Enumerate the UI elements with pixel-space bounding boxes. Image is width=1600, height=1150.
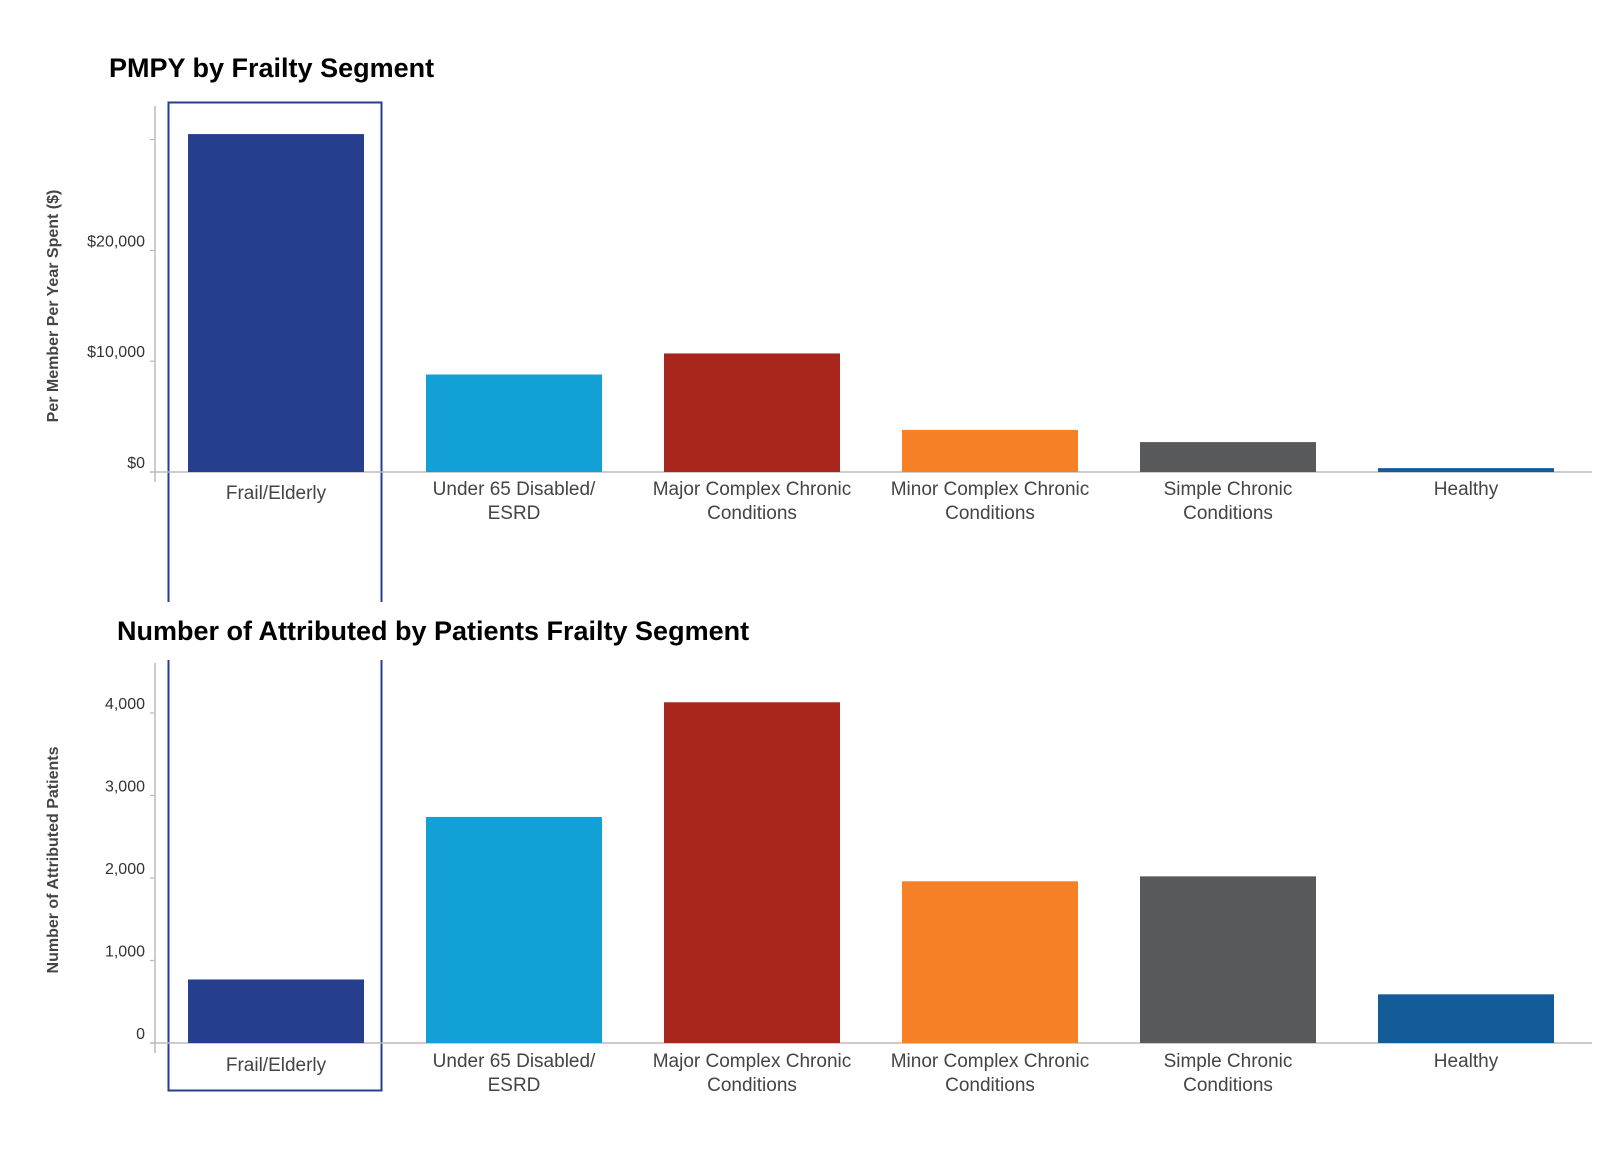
x-category-label: Major Complex Chronic Conditions bbox=[653, 479, 852, 524]
chart-title: PMPY by Frailty Segment bbox=[109, 53, 434, 83]
x-category-label: Under 65 Disabled/ESRD bbox=[433, 479, 596, 524]
bar-frail[interactable] bbox=[188, 134, 364, 473]
y-tick-label: 2,000 bbox=[105, 861, 145, 878]
chart-title: Number of Attributed by Patients Frailty… bbox=[117, 616, 749, 646]
y-tick-label: 1,000 bbox=[105, 944, 145, 961]
x-category-label: Minor Complex Chronic Conditions bbox=[891, 479, 1090, 524]
x-category-label: Healthy bbox=[1434, 479, 1499, 500]
y-tick-label: $20,000 bbox=[87, 233, 145, 250]
bar-minor[interactable] bbox=[902, 429, 1078, 472]
bar-major[interactable] bbox=[664, 702, 840, 1043]
pmpy-chart: PMPY by Frailty Segment Per Member Per Y… bbox=[45, 53, 1592, 524]
y-axis-label: Per Member Per Year Spent ($) bbox=[45, 190, 62, 423]
y-axis-label: Number of Attributed Patients bbox=[45, 746, 62, 973]
bar-healthy[interactable] bbox=[1378, 994, 1554, 1043]
bar-minor[interactable] bbox=[902, 881, 1078, 1043]
x-category-label: Simple Chronic Conditions bbox=[1164, 1051, 1293, 1096]
selected-category-highlight[interactable] bbox=[167, 101, 383, 1092]
x-category-label: Under 65 Disabled/ESRD bbox=[433, 1051, 596, 1096]
bar-under65[interactable] bbox=[426, 816, 602, 1043]
y-tick-label: 3,000 bbox=[105, 779, 145, 796]
bar-healthy[interactable] bbox=[1378, 468, 1554, 472]
bar-simple[interactable] bbox=[1140, 876, 1316, 1043]
x-category-label: Minor Complex Chronic Conditions bbox=[891, 1051, 1090, 1096]
y-tick-label: $0 bbox=[127, 455, 145, 472]
x-category-label: Frail/Elderly bbox=[226, 1055, 327, 1076]
x-category-label: Frail/Elderly bbox=[226, 483, 327, 504]
attributed-patients-chart: Number of Attributed by Patients Frailty… bbox=[45, 616, 1592, 1096]
bar-frail[interactable] bbox=[188, 979, 364, 1043]
x-category-label: Major Complex Chronic Conditions bbox=[653, 1051, 852, 1096]
bar-under65[interactable] bbox=[426, 374, 602, 472]
y-tick-label: 4,000 bbox=[105, 696, 145, 713]
y-tick-label: $10,000 bbox=[87, 344, 145, 361]
x-category-label: Healthy bbox=[1434, 1051, 1499, 1072]
title-backdrop bbox=[150, 602, 790, 660]
bar-major[interactable] bbox=[664, 353, 840, 472]
bar-simple[interactable] bbox=[1140, 442, 1316, 472]
y-tick-label: 0 bbox=[136, 1026, 145, 1043]
x-category-label: Simple Chronic Conditions bbox=[1164, 479, 1293, 524]
